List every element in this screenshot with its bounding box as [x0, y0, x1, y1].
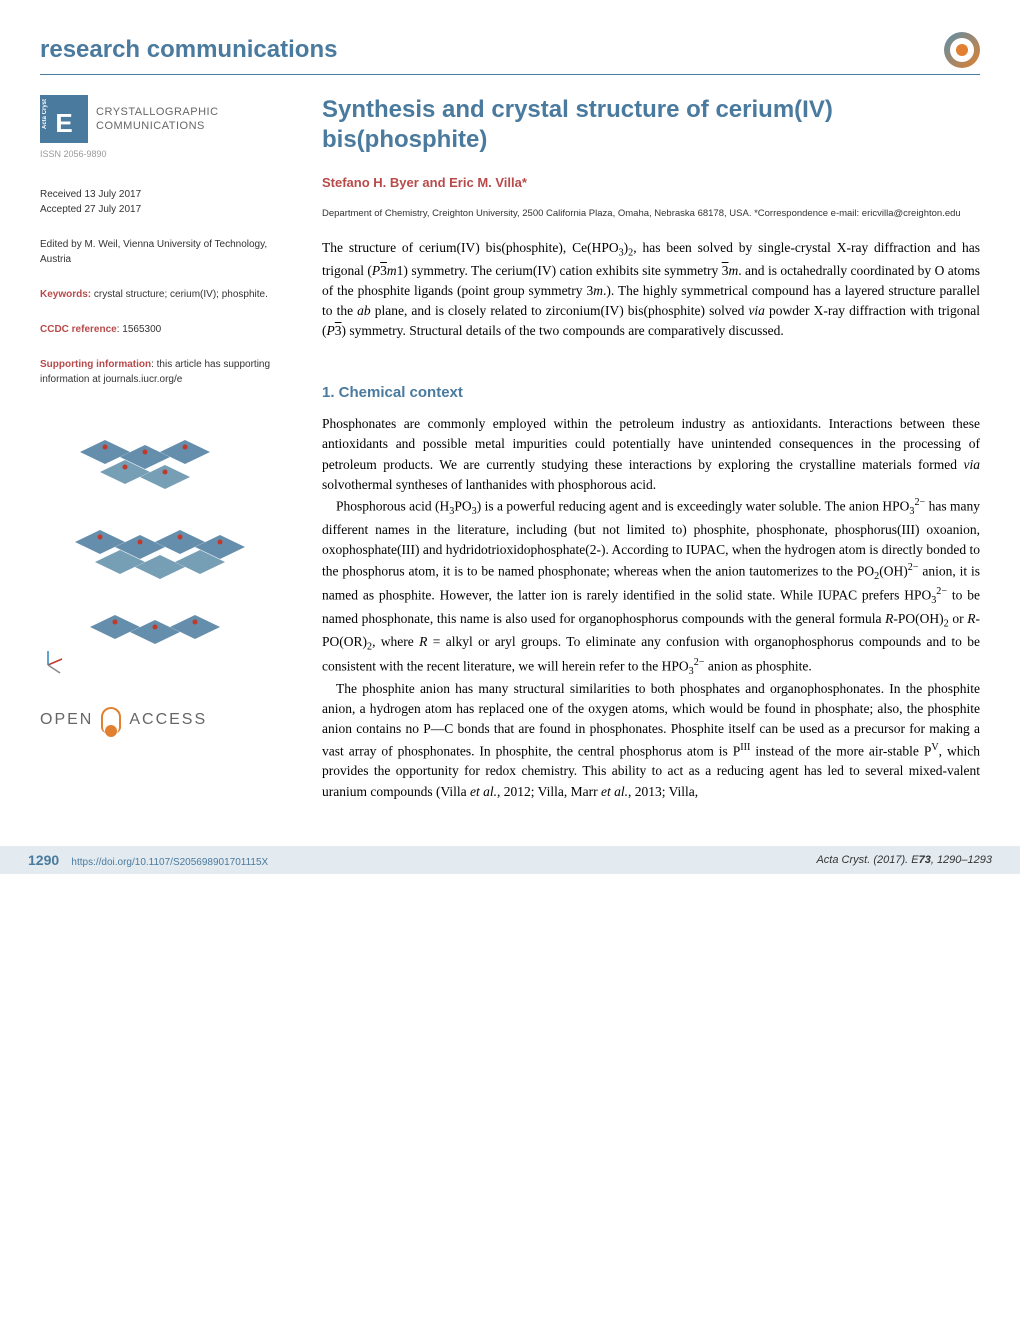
article-title: Synthesis and crystal structure of ceriu…	[322, 95, 980, 155]
open-label: OPEN	[40, 711, 93, 729]
ccdc-block: CCDC reference: 1565300	[40, 322, 290, 337]
open-access-badge: OPEN ACCESS	[40, 707, 290, 733]
e-logo-icon: Acta Cryst E	[40, 95, 88, 143]
para-1: Phosphonates are commonly employed withi…	[322, 414, 980, 495]
doi-link[interactable]: https://doi.org/10.1107/S205698901701115…	[71, 857, 268, 868]
editor-block: Edited by M. Weil, Vienna University of …	[40, 237, 290, 267]
supporting-block: Supporting information: this article has…	[40, 357, 290, 387]
section-title: research communications	[40, 36, 337, 64]
supporting-label: Supporting information	[40, 359, 151, 370]
footer-left: 1290 https://doi.org/10.1107/S2056989017…	[28, 852, 268, 868]
page-footer: 1290 https://doi.org/10.1107/S2056989017…	[0, 846, 1020, 874]
access-label: ACCESS	[129, 711, 207, 729]
affiliation: Department of Chemistry, Creighton Unive…	[322, 207, 980, 220]
abstract: The structure of cerium(IV) bis(phosphit…	[322, 238, 980, 342]
keywords-block: Keywords: crystal structure; cerium(IV);…	[40, 287, 290, 302]
open-access-icon	[101, 707, 121, 733]
para-3: The phosphite anion has many structural …	[322, 679, 980, 802]
section-heading-1: 1. Chemical context	[322, 382, 980, 405]
authors: Stefano H. Byer and Eric M. Villa*	[322, 173, 980, 193]
article-content: Synthesis and crystal structure of ceriu…	[322, 95, 980, 802]
ccdc-ref: : 1565300	[117, 324, 162, 335]
page-number: 1290	[28, 852, 59, 868]
footer-citation: Acta Cryst. (2017). E73, 1290–1293	[816, 854, 992, 866]
keywords-label: Keywords:	[40, 289, 91, 300]
dates-block: Received 13 July 2017 Accepted 27 July 2…	[40, 187, 290, 217]
para-2: Phosphorous acid (H3PO3) is a powerful r…	[322, 495, 980, 679]
keywords-text: crystal structure; cerium(IV); phosphite…	[91, 289, 268, 300]
journal-badge: Acta Cryst E CRYSTALLOGRAPHIC COMMUNICAT…	[40, 95, 290, 143]
sidebar: Acta Cryst E CRYSTALLOGRAPHIC COMMUNICAT…	[40, 95, 290, 802]
received-date: Received 13 July 2017	[40, 187, 290, 202]
issn: ISSN 2056-9890	[40, 149, 290, 159]
accepted-date: Accepted 27 July 2017	[40, 202, 290, 217]
crystal-structure-figure	[40, 417, 270, 677]
page-header: research communications	[40, 32, 980, 75]
ccdc-label: CCDC reference	[40, 324, 117, 335]
journal-name: CRYSTALLOGRAPHIC COMMUNICATIONS	[96, 105, 219, 134]
journal-logo-icon	[944, 32, 980, 68]
